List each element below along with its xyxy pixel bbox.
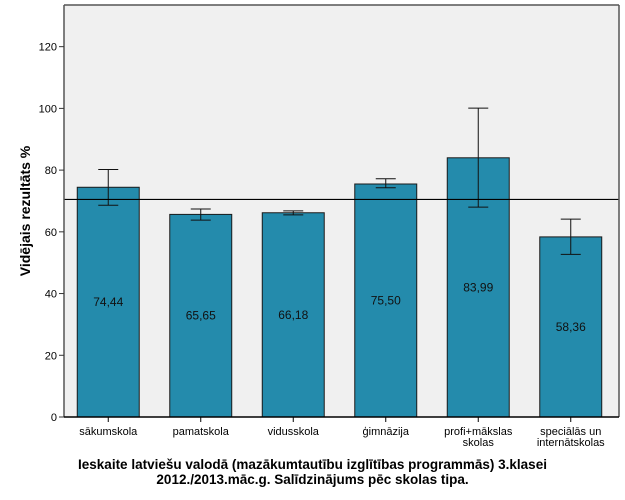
- chart-title-line-2: 2012./2013.māc.g. Salīdzinājums pēc skol…: [156, 472, 469, 487]
- x-tick-label: vidusskola: [268, 426, 320, 438]
- x-tick-label: skolas: [463, 437, 495, 449]
- y-tick-label: 80: [45, 165, 57, 177]
- chart-title-line-1: Ieskaite latviešu valodā (mazākumtautību…: [78, 457, 547, 472]
- x-tick-label: speciālās un: [540, 426, 601, 438]
- bar-value-label: 75,50: [371, 293, 401, 307]
- bar: [169, 213, 233, 418]
- bar: [539, 236, 603, 418]
- x-tick-label: profi+mākslas: [444, 426, 513, 438]
- x-tick-label: internātskolas: [537, 437, 605, 449]
- y-tick-label: 20: [45, 350, 57, 362]
- bar-value-label: 58,36: [556, 320, 586, 334]
- bar-value-label: 66,18: [278, 308, 308, 322]
- y-tick-label: 0: [51, 412, 57, 424]
- error-bars-group: [98, 107, 581, 255]
- plot-frame: [63, 4, 620, 418]
- bar-value-label: 65,65: [186, 309, 216, 323]
- y-axis: 0 20 40 60 80 100 120: [39, 42, 64, 424]
- y-tick-label: 60: [45, 227, 57, 239]
- value-labels-group: 74,44 65,65 66,18 75,50 83,99 58,36: [93, 280, 586, 334]
- x-tick-label: sākumskola: [79, 426, 138, 438]
- bar-value-label: 74,44: [93, 295, 123, 309]
- y-axis-label: Vidējais rezultāts %: [17, 145, 33, 276]
- x-axis: sākumskola pamatskola vidusskola ģimnāzija p…: [79, 417, 605, 449]
- bar: [354, 183, 418, 418]
- y-tick-label: 120: [39, 42, 57, 54]
- bar: [76, 186, 140, 418]
- y-tick-label: 100: [39, 103, 57, 115]
- y-tick-label: 40: [45, 289, 57, 301]
- x-tick-label: pamatskola: [173, 426, 230, 438]
- plot-area: [64, 5, 619, 417]
- bars-group: [76, 157, 603, 418]
- bar-value-label: 83,99: [463, 280, 493, 294]
- x-tick-label: ģimnāzija: [363, 425, 410, 438]
